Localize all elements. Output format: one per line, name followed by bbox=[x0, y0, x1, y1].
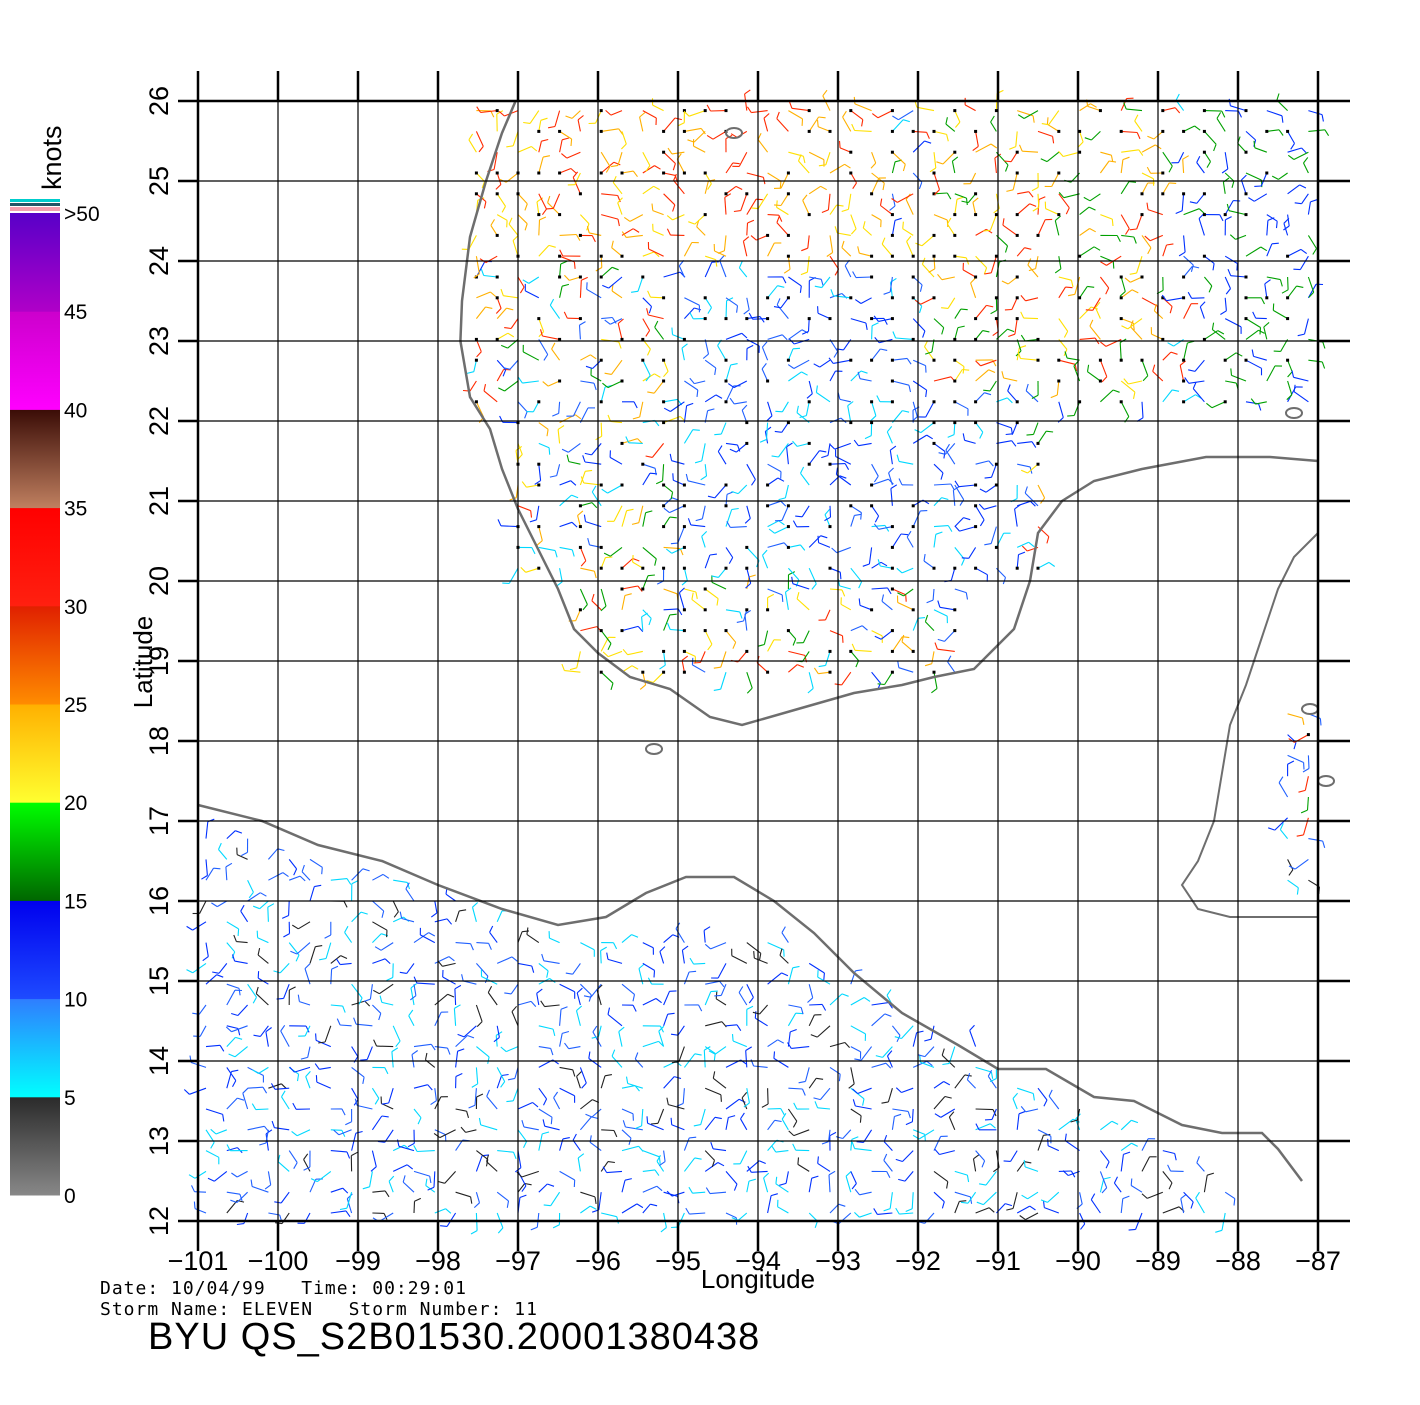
longitude-tick-label: −101 bbox=[168, 1246, 229, 1276]
colorbar-cap-cyan bbox=[10, 199, 60, 202]
colorbar-tick-label: 30 bbox=[64, 596, 87, 619]
longitude-tick-label: −92 bbox=[895, 1246, 941, 1276]
colorbar-tick-label: 10 bbox=[64, 989, 87, 1012]
latitude-tick-label: 24 bbox=[144, 246, 174, 276]
latitude-tick-label: 15 bbox=[144, 966, 174, 996]
colorbar-band-40-45 bbox=[10, 311, 60, 410]
colorbar-band-35-40 bbox=[10, 409, 60, 508]
longitude-tick-label: −98 bbox=[415, 1246, 461, 1276]
latitude-tick-label: 20 bbox=[144, 566, 174, 596]
latitude-tick-label: 26 bbox=[144, 86, 174, 116]
colorbar-band-20-25 bbox=[10, 704, 60, 803]
colorbar-tick-label: >50 bbox=[64, 203, 100, 226]
colorbar-tick-label: 15 bbox=[64, 890, 87, 913]
colorbar: 0 5 10 15 20 25 30 35 40 45 >50 knots bbox=[10, 125, 100, 1208]
latitude-tick-label: 18 bbox=[144, 726, 174, 756]
longitude-tick-label: −87 bbox=[1295, 1246, 1341, 1276]
latitude-tick-label: 13 bbox=[144, 1126, 174, 1156]
colorbar-tick-label: 35 bbox=[64, 498, 87, 521]
colorbar-band-0-5 bbox=[10, 1097, 60, 1196]
longitude-tick-label: −96 bbox=[575, 1246, 621, 1276]
latitude-tick-label: 12 bbox=[144, 1206, 174, 1236]
colorbar-tick-label: 20 bbox=[64, 792, 87, 815]
colorbar-tick-label: 25 bbox=[64, 694, 87, 717]
colorbar-band-5-10 bbox=[10, 999, 60, 1098]
longitude-tick-label: −88 bbox=[1215, 1246, 1261, 1276]
colorbar-band-15-20 bbox=[10, 802, 60, 901]
longitude-tick-label: −93 bbox=[815, 1246, 861, 1276]
product-id: BYU QS_S2B01530.20001380438 bbox=[148, 1316, 760, 1359]
y-axis-label: Latitude bbox=[128, 616, 158, 709]
colorbar-cap-dark bbox=[10, 203, 60, 206]
longitude-tick-label: −97 bbox=[495, 1246, 541, 1276]
longitude-tick-label: −100 bbox=[248, 1246, 309, 1276]
date-time-line: Date: 10/04/99 Time: 00:29:01 bbox=[100, 1278, 467, 1299]
latitude-tick-label: 23 bbox=[144, 326, 174, 356]
latitude-tick-label: 22 bbox=[144, 406, 174, 436]
colorbar-tick-label: 45 bbox=[64, 301, 87, 324]
latitude-tick-label: 21 bbox=[144, 486, 174, 516]
latitude-tick-label: 25 bbox=[144, 166, 174, 196]
longitude-tick-label: −91 bbox=[975, 1246, 1021, 1276]
colorbar-band-45-50 bbox=[10, 213, 60, 312]
colorbar-band-25-30 bbox=[10, 606, 60, 705]
colorbar-tick-label: 40 bbox=[64, 399, 87, 422]
longitude-tick-label: −99 bbox=[335, 1246, 381, 1276]
longitude-tick-label: −95 bbox=[655, 1246, 701, 1276]
latitude-tick-label: 16 bbox=[144, 886, 174, 916]
map-plot-area: −101−100−99−98−97−96−95−94−93−92−91−90−8… bbox=[144, 71, 1350, 1276]
x-axis-label: Longitude bbox=[701, 1264, 815, 1294]
colorbar-band-10-15 bbox=[10, 900, 60, 999]
colorbar-band-30-35 bbox=[10, 508, 60, 607]
latitude-tick-label: 17 bbox=[144, 806, 174, 836]
colorbar-tick-label: 5 bbox=[64, 1087, 76, 1110]
colorbar-cap-pink bbox=[10, 207, 60, 211]
colorbar-tick-label: 0 bbox=[64, 1185, 76, 1208]
longitude-tick-label: −89 bbox=[1135, 1246, 1181, 1276]
longitude-tick-label: −90 bbox=[1055, 1246, 1101, 1276]
colorbar-unit-label: knots bbox=[37, 125, 67, 190]
latitude-tick-label: 14 bbox=[144, 1046, 174, 1076]
